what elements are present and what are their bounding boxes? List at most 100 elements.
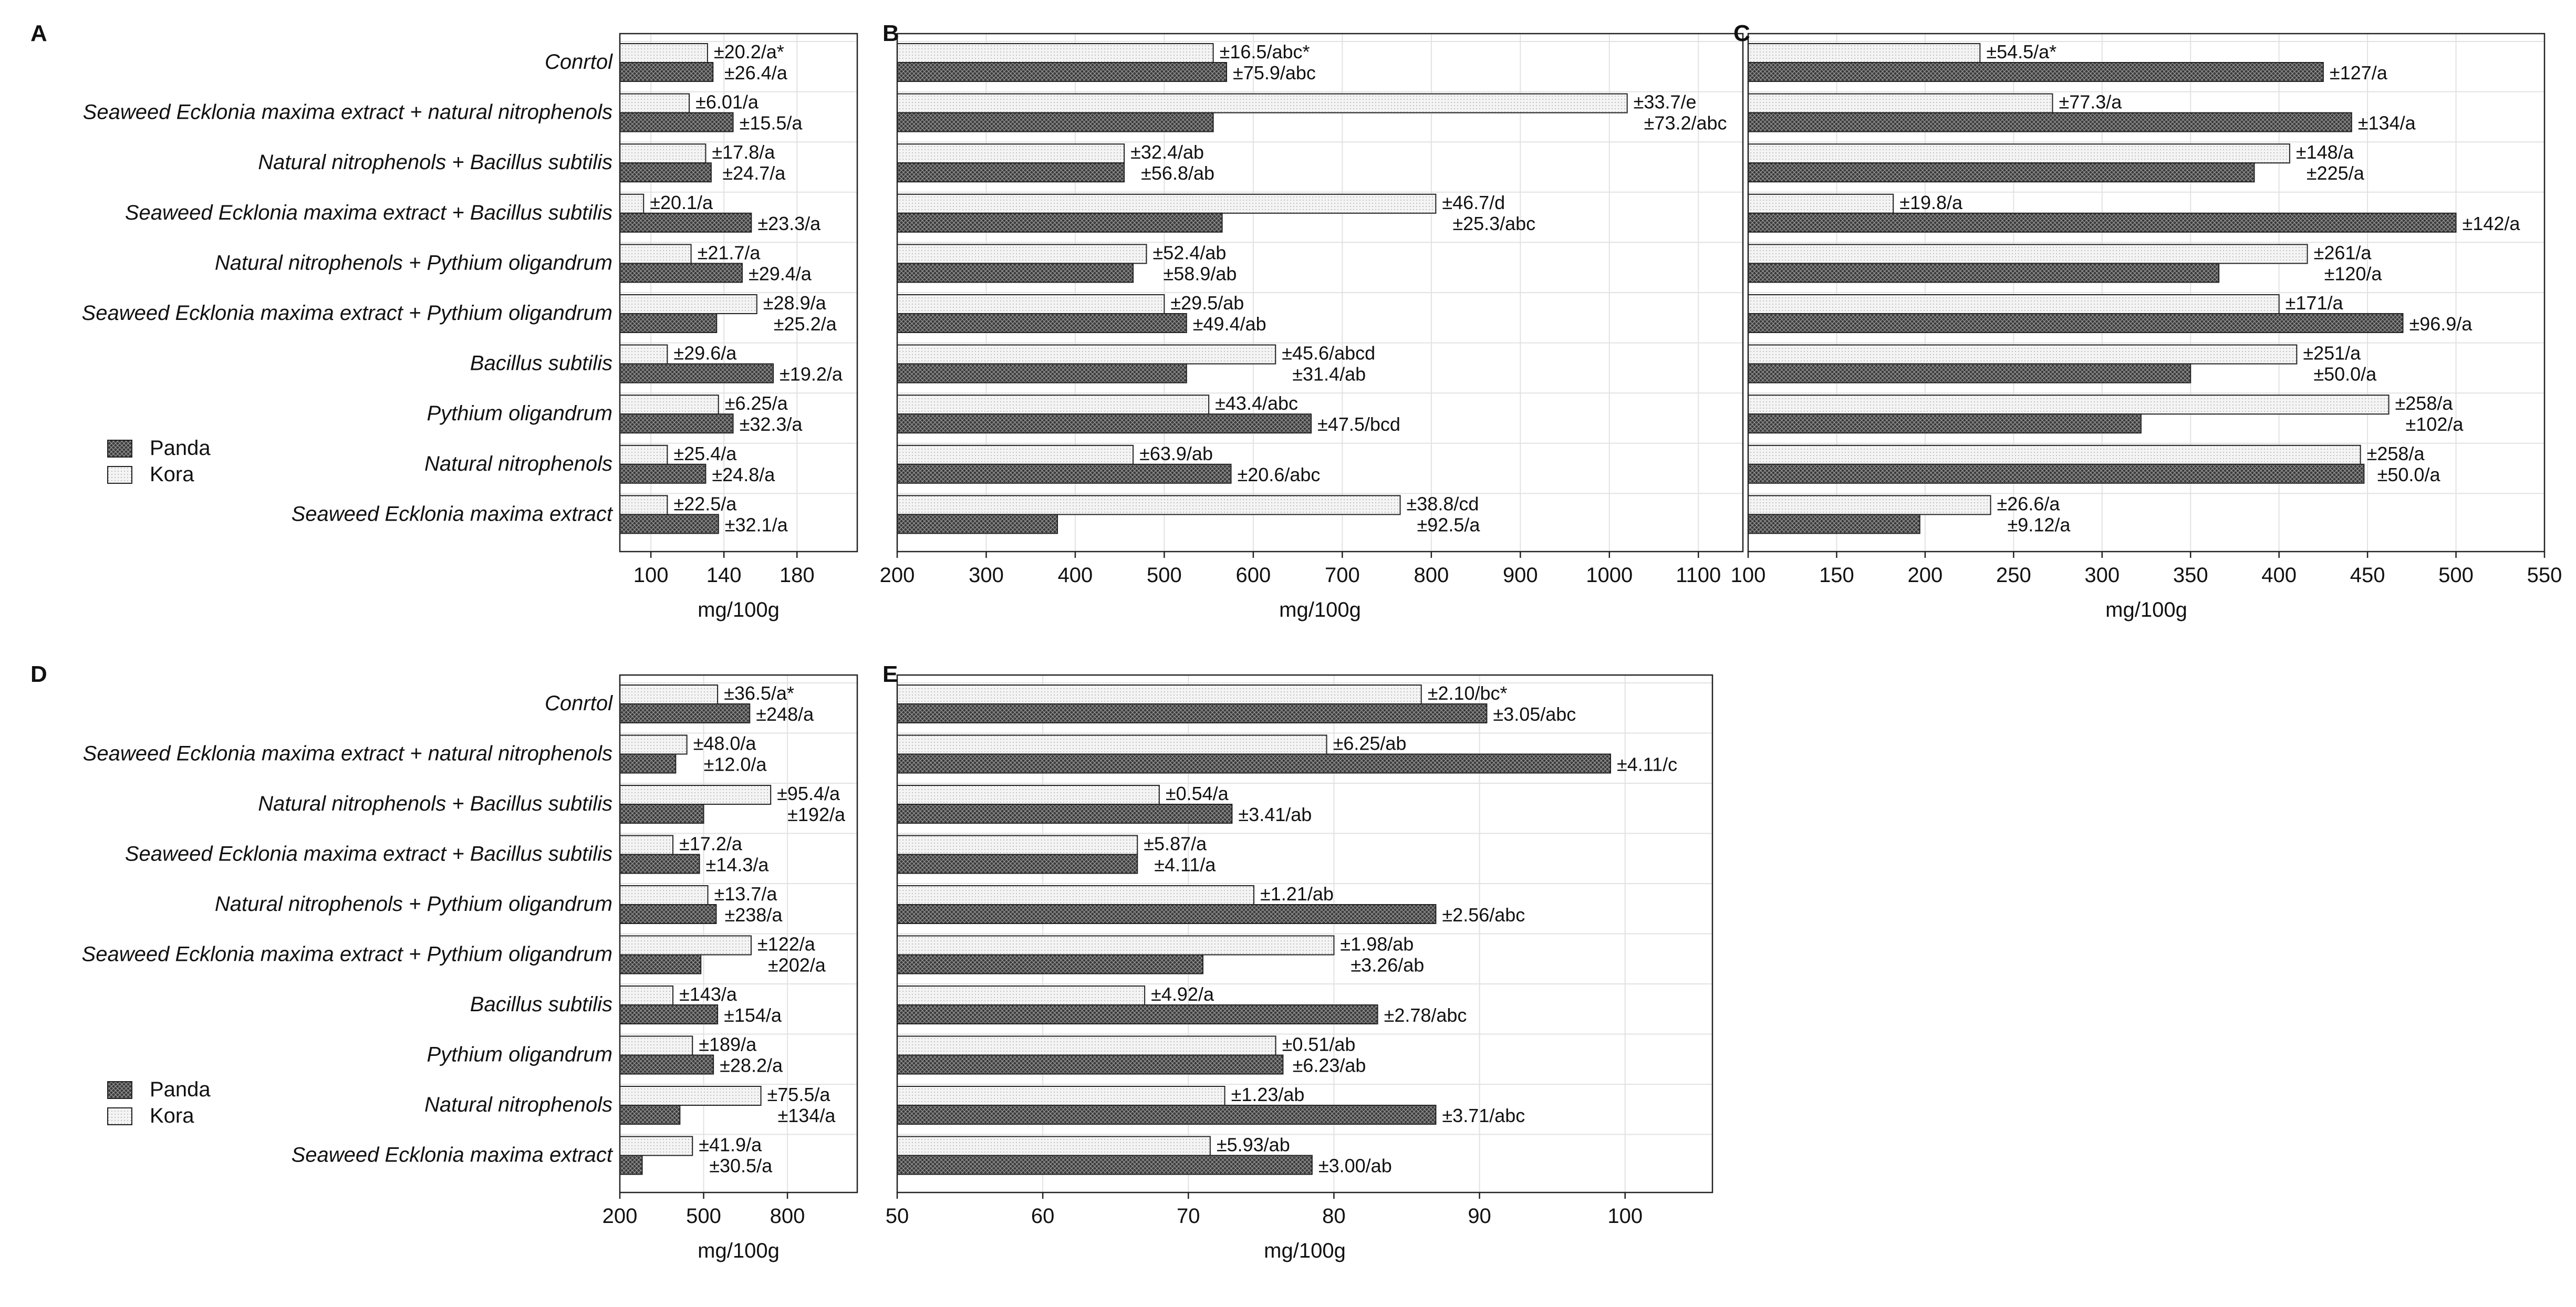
data-label-d-panda: ±134/a (778, 1105, 836, 1126)
legend-swatch-panda (107, 440, 132, 458)
panel-c: ±54.5/a* ±127/a ±77.3/a ±134/a±148/a±225/a ±… (1731, 20, 2562, 621)
data-label-c-kora: ±148/a (2296, 141, 2354, 163)
x-tick-label-a: 100 (633, 564, 669, 587)
data-label-e-kora: ±0.54/a (1166, 783, 1229, 804)
data-label-d-panda: ±192/a (787, 804, 846, 825)
bar-b-kora (897, 193, 1437, 214)
bar-d-kora (619, 835, 674, 855)
category-label: Seaweed Ecklonia maxima extract + Pythiu… (82, 302, 612, 325)
data-label-a-panda: ±15.5/a (740, 112, 803, 134)
x-tick-label-e: 60 (1031, 1205, 1055, 1228)
data-label-e-kora: ±1.98/ab (1340, 933, 1414, 955)
x-tick-label-e: 50 (886, 1205, 909, 1228)
x-tick-label-e: 80 (1322, 1205, 1346, 1228)
data-label-c-panda: ±225/a (2307, 162, 2365, 184)
data-label-d-kora: ±48.0/a (693, 733, 757, 754)
data-label-d-kora: ±95.4/a (777, 783, 840, 804)
legend-label-kora: Kora (150, 463, 194, 486)
x-axis-label-d: mg/100g (698, 1239, 780, 1262)
bar-e-kora (897, 1136, 1211, 1156)
x-tick-label-c: 450 (2350, 564, 2385, 587)
data-label-c-kora: ±171/a (2286, 292, 2344, 314)
bar-c-kora (1748, 193, 1894, 214)
data-label-b-panda: ±75.9/abc (1233, 62, 1316, 84)
bar-d-panda (619, 703, 751, 723)
data-label-c-panda: ±134/a (2358, 112, 2416, 134)
data-label-e-panda: ±3.26/ab (1351, 955, 1424, 976)
x-axis-label-c: mg/100g (2105, 598, 2187, 621)
bar-a-kora (619, 395, 719, 415)
legend-swatch-kora (107, 1107, 132, 1125)
bar-a-panda (619, 112, 734, 132)
bar-e-panda (897, 1155, 1313, 1175)
legend-bottom: Panda Kora (107, 1078, 211, 1127)
bar-b-kora (897, 143, 1125, 164)
bar-a-kora (619, 444, 668, 465)
bar-d-kora (619, 1035, 693, 1056)
bar-a-panda (619, 313, 718, 333)
data-label-c-panda: ±50.0/a (2313, 364, 2377, 385)
legend-swatch-panda (107, 1081, 132, 1099)
x-tick-label-e: 90 (1468, 1205, 1491, 1228)
data-label-c-kora: ±26.6/a (1997, 493, 2061, 514)
plot-frame-e (896, 674, 1713, 1194)
data-label-b-kora: ±33.7/e (1634, 91, 1697, 113)
data-label-b-panda: ±25.3/abc (1452, 213, 1535, 234)
bar-a-kora (619, 344, 668, 365)
bar-c-panda (1748, 62, 2324, 82)
bar-c-panda (1748, 162, 2255, 183)
data-label-d-kora: ±122/a (757, 933, 816, 955)
data-label-e-kora: ±5.87/a (1144, 833, 1207, 855)
data-label-b-kora: ±63.9/ab (1139, 443, 1213, 464)
x-tick-label-c: 100 (1731, 564, 1766, 587)
panel-letter-b: B (882, 20, 899, 46)
data-label-e-kora: ±5.93/ab (1217, 1134, 1290, 1156)
bar-e-kora (897, 935, 1335, 956)
bar-b-panda (897, 363, 1187, 383)
bar-c-kora (1748, 143, 2290, 164)
data-label-e-panda: ±6.23/ab (1293, 1055, 1366, 1076)
bar-e-kora (897, 785, 1160, 805)
data-label-c-kora: ±258/a (2395, 392, 2454, 414)
x-tick-label-c: 150 (1819, 564, 1854, 587)
data-label-e-panda: ±3.00/ab (1318, 1155, 1392, 1177)
data-label-a-kora: ±25.4/a (673, 443, 737, 464)
data-label-d-panda: ±30.5/a (709, 1155, 773, 1177)
data-label-b-panda: ±92.5/a (1417, 514, 1481, 535)
data-label-a-panda: ±23.3/a (757, 213, 821, 234)
category-label: Bacillus subtilis (470, 352, 612, 375)
x-tick-label-d: 200 (603, 1205, 638, 1228)
data-label-a-kora: ±21.7/a (698, 242, 761, 263)
bar-a-panda (619, 212, 752, 233)
data-label-d-kora: ±13.7/a (714, 883, 778, 905)
bar-d-kora (619, 1136, 693, 1156)
bar-e-kora (897, 684, 1422, 704)
bar-e-panda (897, 954, 1203, 974)
bar-e-panda (897, 854, 1138, 874)
category-label: Seaweed Ecklonia maxima extract (292, 1144, 614, 1167)
data-label-b-panda: ±20.6/abc (1238, 464, 1321, 485)
panel-letter-d: D (30, 661, 47, 687)
bar-c-kora (1748, 294, 2280, 314)
data-label-e-panda: ±3.05/abc (1493, 703, 1576, 725)
data-label-d-panda: ±14.3/a (706, 854, 770, 876)
data-label-b-panda: ±56.8/ab (1141, 162, 1214, 184)
data-label-b-panda: ±73.2/abc (1644, 112, 1727, 134)
data-label-b-kora: ±52.4/ab (1153, 242, 1227, 263)
data-label-d-kora: ±41.9/a (699, 1134, 762, 1156)
x-axis-label-b: mg/100g (1279, 598, 1361, 621)
bar-a-panda (619, 463, 707, 484)
data-label-e-kora: ±4.92/a (1151, 983, 1214, 1005)
data-label-b-kora: ±43.4/abc (1215, 392, 1298, 414)
data-label-b-kora: ±16.5/abc* (1220, 41, 1310, 63)
bar-e-panda (897, 1105, 1437, 1125)
data-label-a-kora: ±20.1/a (650, 192, 713, 213)
data-label-c-kora: ±54.5/a* (1986, 41, 2056, 63)
category-label: Seaweed Ecklonia maxima extract + Pythiu… (82, 943, 612, 966)
plot-frame-d (619, 674, 858, 1194)
bar-a-kora (619, 495, 668, 515)
data-label-c-panda: ±96.9/a (2409, 313, 2473, 335)
data-label-d-panda: ±12.0/a (704, 754, 767, 775)
bar-d-panda (619, 1054, 714, 1075)
bar-c-kora (1748, 495, 1991, 515)
